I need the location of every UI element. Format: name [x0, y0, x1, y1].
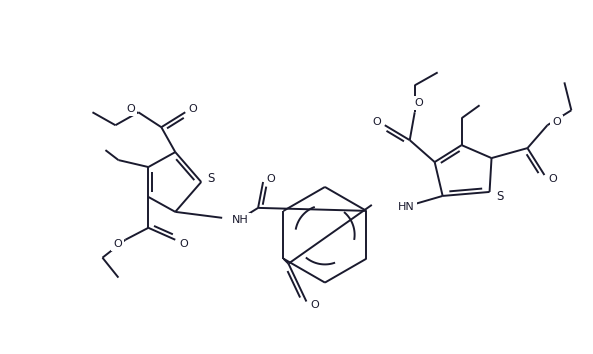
Text: O: O — [126, 104, 135, 114]
Text: O: O — [548, 174, 557, 184]
Text: NH: NH — [232, 215, 249, 225]
Text: O: O — [415, 98, 423, 108]
Text: HN: HN — [398, 202, 415, 212]
Text: O: O — [310, 301, 319, 310]
Text: O: O — [372, 117, 381, 127]
Text: O: O — [552, 117, 561, 127]
Text: S: S — [208, 172, 215, 185]
Text: O: O — [267, 174, 275, 184]
Text: O: O — [189, 104, 197, 114]
Text: S: S — [496, 190, 503, 204]
Text: O: O — [179, 239, 187, 249]
Text: O: O — [113, 239, 122, 249]
